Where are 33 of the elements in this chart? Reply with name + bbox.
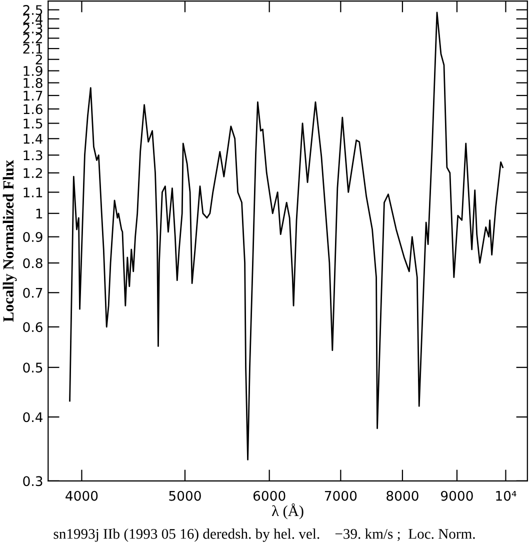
y-tick-label: 1.7 bbox=[24, 90, 42, 101]
y-tick-label: 0.8 bbox=[23, 258, 42, 268]
y-tick-label: 1.2 bbox=[24, 168, 42, 178]
y-tick-label: 0.6 bbox=[23, 322, 42, 332]
y-tick-label: 0.7 bbox=[23, 288, 42, 298]
y-tick-label: 2.2 bbox=[23, 33, 42, 44]
x-tick-label: 7000 bbox=[324, 490, 357, 501]
y-tick-label: 2 bbox=[36, 54, 42, 64]
y-tick-label: 0.9 bbox=[23, 232, 42, 242]
y-tick-label: 2.5 bbox=[23, 5, 42, 16]
x-tick-label: 10⁴ bbox=[496, 490, 516, 501]
y-tick-label: 2.1 bbox=[23, 44, 42, 54]
x-tick-label: 9000 bbox=[441, 490, 473, 501]
x-axis-title: λ (Å) bbox=[272, 503, 304, 520]
y-tick-label: 2.3 bbox=[23, 24, 42, 34]
y-axis-title: Locally Normalized Flux bbox=[2, 160, 17, 322]
y-tick-label: 2.4 bbox=[23, 14, 43, 24]
x-tick-label: 4000 bbox=[66, 490, 98, 501]
y-tick-label: 0.4 bbox=[23, 412, 43, 422]
y-tick-label: 1.1 bbox=[24, 188, 42, 198]
y-tick-label: 1.5 bbox=[24, 118, 42, 128]
y-tick-label: 1.8 bbox=[24, 78, 42, 88]
y-tick-label: 1.3 bbox=[24, 150, 42, 160]
x-tick-label: 8000 bbox=[386, 490, 418, 501]
y-tick-label: 1.9 bbox=[24, 66, 42, 76]
y-tick-label: 0.5 bbox=[23, 362, 42, 373]
y-tick-label: 1.6 bbox=[24, 104, 42, 114]
y-tick-label: 1.4 bbox=[24, 134, 43, 144]
text: sn1993j IIb (1993 05 16) deredsh. by hel. vel. −39. km/s ; Loc. Norm. bbox=[54, 528, 475, 542]
x-tick-label: 6000 bbox=[253, 490, 286, 501]
x-tick-label: 5000 bbox=[169, 490, 201, 501]
y-tick-label: 1 bbox=[36, 208, 42, 218]
y-tick-label: 0.3 bbox=[23, 476, 42, 486]
